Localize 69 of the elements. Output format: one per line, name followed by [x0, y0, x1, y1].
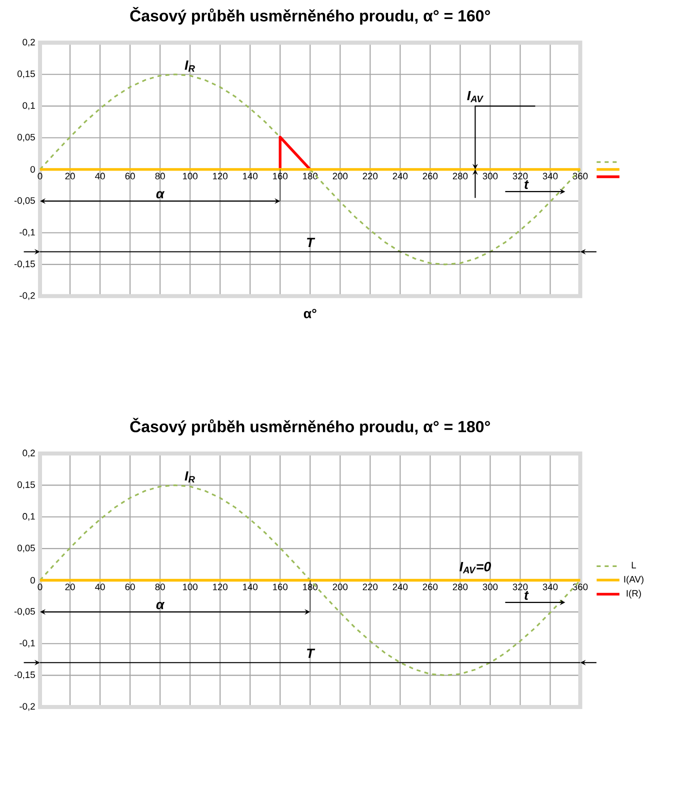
x-tick-label: 300 [482, 584, 498, 590]
x-tick-label: 240 [392, 584, 408, 590]
y-tick-label: -0,05 [14, 197, 35, 205]
x-tick-label: 120 [212, 172, 228, 180]
annotation: I$_{R}$ [184, 60, 195, 72]
y-tick-label: 0,1 [22, 513, 35, 521]
annotation: α [156, 191, 165, 198]
x-tick-label: 260 [422, 172, 438, 180]
x-tick-label: 200 [332, 584, 348, 590]
y-tick-label: 0,2 [22, 450, 35, 458]
y-tick-label: 0 [30, 576, 35, 584]
x-tick-label: 220 [362, 584, 378, 590]
x-tick-label: 40 [94, 172, 105, 180]
y-tick-label: -0,1 [19, 228, 35, 237]
annotation: α [156, 602, 165, 610]
annotation: t [524, 180, 529, 190]
x-tick-label: 360 [572, 584, 588, 590]
y-tick-label: 0,05 [17, 134, 35, 142]
x-tick-label: 180 [302, 172, 318, 180]
annotation: t [524, 591, 529, 600]
x-tick-label: 20 [65, 584, 75, 590]
y-tick-label: -0,15 [14, 671, 35, 680]
x-tick-label: 100 [182, 172, 198, 180]
x-tick-label: 320 [512, 584, 528, 590]
y-tick-label: 0,15 [17, 70, 35, 78]
y-tick-label: 0,15 [17, 481, 35, 490]
x-tick-label: 280 [452, 584, 468, 590]
ref-line-label: T [306, 238, 316, 248]
x-tick-label: 20 [65, 172, 75, 180]
x-tick-label: 300 [482, 172, 498, 180]
chart-title: Časový průběh usměrněného proudu, α° = 180° [130, 418, 490, 436]
x-tick-label: 320 [512, 172, 528, 180]
x-tick-label: 120 [212, 584, 228, 590]
x-tick-label: 240 [392, 172, 408, 180]
y-tick-label: -0,1 [19, 640, 35, 648]
x-tick-label: 280 [452, 172, 468, 180]
x-tick-label: 80 [155, 584, 165, 590]
annotation: I$_{R}$ [184, 471, 195, 483]
x-tick-label: 260 [422, 584, 438, 590]
x-tick-label: 40 [94, 584, 105, 590]
y-tick-label: -0,15 [14, 260, 35, 268]
legend-label: L [632, 562, 636, 568]
x-tick-label: 0 [38, 584, 42, 590]
y-tick-label: 0,2 [22, 38, 35, 47]
x-tick-label: 160 [272, 584, 288, 590]
ref-line-label: T [306, 648, 316, 658]
x-tick-label: 60 [125, 584, 135, 590]
y-tick-label: -0,05 [14, 608, 35, 616]
x-tick-label: 80 [155, 172, 165, 180]
y-tick-label: 0 [30, 166, 35, 173]
y-tick-label: -0,2 [19, 703, 35, 711]
y-tick-label: 0,05 [17, 544, 35, 552]
y-tick-label: 0,1 [22, 102, 35, 110]
chart-title: Časový průběh usměrněného proudu, α° = 160° [130, 6, 490, 25]
x-tick-label: 220 [362, 172, 378, 180]
legend-label: I(AV) [624, 576, 644, 584]
y-tick-label: -0,2 [19, 292, 35, 300]
x-tick-label: 200 [332, 172, 348, 180]
x-tick-label: 340 [542, 172, 558, 180]
legend-label: I(R) [626, 590, 641, 598]
x-tick-label: 0 [38, 172, 42, 180]
x-tick-label: 100 [182, 584, 198, 590]
x-tick-label: 60 [125, 172, 135, 180]
x-tick-label: 140 [242, 584, 258, 590]
x-axis-title: α° [304, 308, 316, 318]
x-tick-label: 340 [542, 584, 558, 590]
annotation: I$_{AV}$ [466, 90, 484, 102]
annotation: I$_{AV}$=0 [459, 562, 491, 574]
x-tick-label: 140 [242, 172, 258, 180]
